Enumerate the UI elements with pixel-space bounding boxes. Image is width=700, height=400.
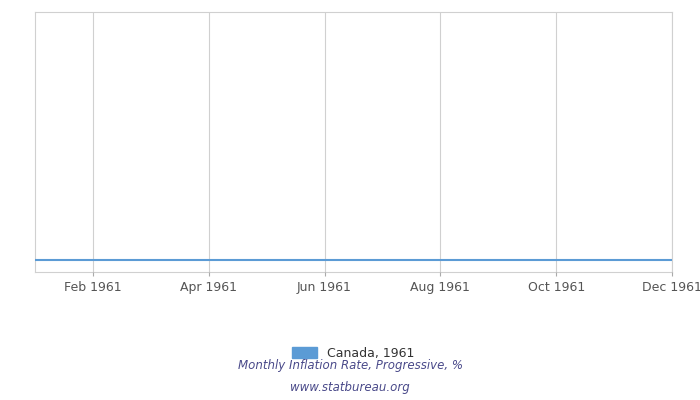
- Text: www.statbureau.org: www.statbureau.org: [290, 382, 410, 394]
- Text: Monthly Inflation Rate, Progressive, %: Monthly Inflation Rate, Progressive, %: [237, 360, 463, 372]
- Legend: Canada, 1961: Canada, 1961: [287, 342, 420, 364]
